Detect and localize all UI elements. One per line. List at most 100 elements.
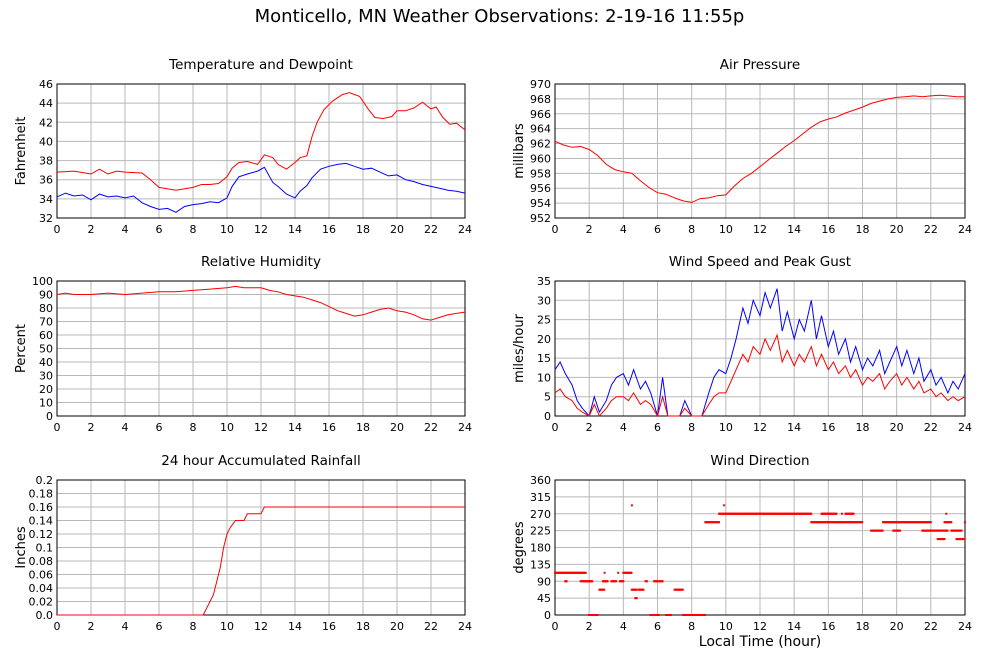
y-axis-label: millibars [512,123,527,179]
data-point [950,521,953,524]
x-tick-label: 2 [88,620,95,633]
y-tick-label: 42 [39,116,53,129]
x-tick-label: 10 [719,421,733,434]
y-tick-label: 964 [530,123,551,136]
series-line [56,92,466,191]
x-tick-label: 0 [54,620,61,633]
x-tick-label: 0 [552,223,559,236]
plot-frame [56,479,466,616]
x-tick-label: 22 [424,620,438,633]
x-tick-label: 18 [856,223,870,236]
data-point [810,512,813,515]
y-tick-label: 970 [530,78,551,91]
x-tick-label: 20 [390,620,404,633]
x-tick-label: 16 [821,421,835,434]
y-tick-label: 962 [530,138,551,151]
x-tick-label: 4 [620,421,627,434]
y-tick-label: 0.1 [36,542,54,555]
x-tick-label: 14 [787,223,801,236]
x-tick-label: 18 [356,620,370,633]
chart-title: Temperature and Dewpoint [168,57,353,73]
y-tick-label: 5 [544,391,551,404]
plot-frame [56,83,466,219]
x-tick-label: 6 [654,421,661,434]
x-tick-label: 14 [288,620,302,633]
x-tick-label: 12 [254,223,268,236]
x-tick-label: 2 [88,223,95,236]
data-point [642,588,645,591]
y-tick-label: 32 [39,212,53,225]
chart-title: Air Pressure [720,57,800,73]
y-tick-label: 45 [537,592,551,605]
y-tick-label: 40 [39,356,53,369]
data-point [703,614,706,616]
series-line [554,288,966,418]
x-tick-label: 4 [122,421,129,434]
y-tick-label: 958 [530,167,551,180]
x-tick-label: 10 [220,421,234,434]
y-axis-label: Inches [14,526,29,568]
data-point [946,529,949,532]
data-point [943,538,946,541]
series-line [56,162,466,213]
x-tick-label: 8 [190,620,197,633]
x-tick-label: 4 [620,223,627,236]
data-point [669,614,672,616]
x-tick-label: 6 [654,223,661,236]
x-tick-label: 24 [958,223,972,236]
x-tick-label: 2 [586,421,593,434]
data-point [929,521,932,524]
x-tick-label: 8 [190,421,197,434]
y-tick-label: 80 [39,302,53,315]
y-tick-label: 954 [530,197,551,210]
x-tick-label: 6 [156,620,163,633]
y-tick-label: 952 [530,212,551,225]
y-tick-label: 90 [537,575,551,588]
y-tick-label: 0 [544,609,551,622]
data-point [852,512,855,515]
data-point [603,571,606,574]
x-tick-label: 16 [322,223,336,236]
x-tick-label: 0 [54,223,61,236]
x-tick-label: 10 [220,223,234,236]
x-tick-label: 20 [390,223,404,236]
y-tick-label: 135 [530,558,551,571]
x-tick-label: 20 [390,421,404,434]
y-tick-label: 225 [530,525,551,538]
y-axis-label: Fahrenheit [14,117,29,186]
y-tick-label: 315 [530,491,551,504]
x-tick-label: 10 [220,620,234,633]
page-title: Monticello, MN Weather Observations: 2-1… [254,6,745,27]
x-tick-label: 16 [821,223,835,236]
y-tick-label: 0.06 [29,569,54,582]
y-axis-label: degrees [512,521,527,574]
x-tick-label: 22 [924,620,938,633]
data-point [596,614,599,616]
plot-frame [554,479,966,616]
x-tick-label: 18 [856,620,870,633]
x-tick-label: 8 [190,223,197,236]
y-tick-label: 0.02 [29,596,54,609]
y-tick-label: 50 [39,343,53,356]
x-tick-label: 24 [458,620,472,633]
data-point [645,580,648,583]
data-point [635,597,638,600]
x-tick-label: 12 [254,620,268,633]
y-axis-label: miles/hour [512,313,527,382]
x-tick-label: 12 [753,223,767,236]
x-tick-label: 22 [924,421,938,434]
y-tick-label: 40 [39,135,53,148]
x-tick-label: 6 [156,223,163,236]
x-tick-label: 16 [322,620,336,633]
x-tick-label: 4 [122,620,129,633]
x-tick-label: 14 [787,421,801,434]
x-tick-label: 18 [856,421,870,434]
x-tick-label: 24 [458,223,472,236]
x-tick-label: 24 [958,421,972,434]
y-tick-label: 0.14 [29,515,54,528]
x-axis-label: Local Time (hour) [698,634,822,650]
x-tick-label: 8 [688,620,695,633]
